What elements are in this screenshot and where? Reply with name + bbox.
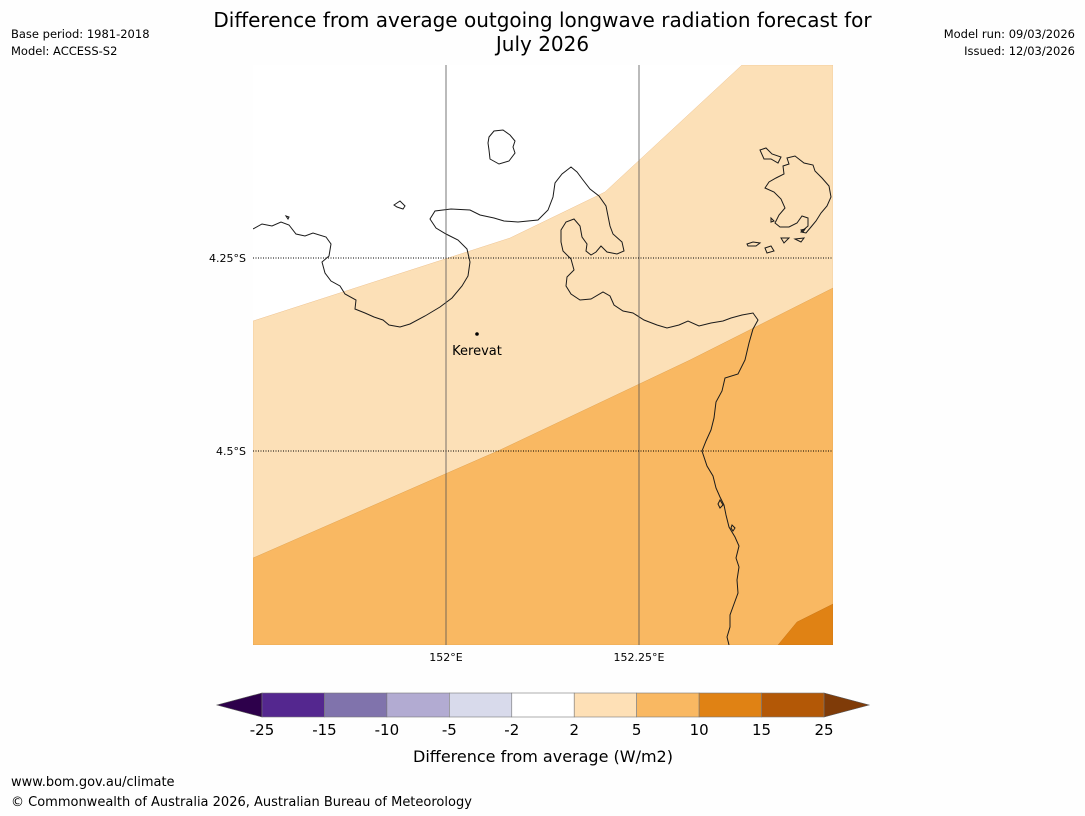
colorbar-tick-label: 10 [690,721,709,739]
lon-label-152: 152°E [429,651,462,664]
footer-copyright: © Commonwealth of Australia 2026, Austra… [11,795,472,810]
chart-title: Difference from average outgoing longwav… [190,8,895,56]
model-info: Base period: 1981-2018 Model: ACCESS-S2 [11,26,150,60]
anomaly-band-10-15 [777,603,833,645]
colorbar-tick-label: -10 [375,721,400,739]
colorbar-under-arrow [215,692,263,718]
run-info: Model run: 09/03/2026 Issued: 12/03/2026 [944,26,1075,60]
colorbar-tick-label: -5 [442,721,457,739]
base-period: Base period: 1981-2018 [11,27,150,41]
colorbar-over-arrow [823,692,871,718]
title-line-1: Difference from average outgoing longwav… [213,8,872,32]
colorbar-title: Difference from average (W/m2) [413,747,673,766]
lon-label-152-25: 152.25°E [614,651,665,664]
colorbar: -25 -15 -10 -5 -2 2 5 10 15 25 [215,692,871,739]
colorbar-tick-label: -15 [312,721,337,739]
colorbar-tick-label: 5 [632,721,642,739]
colorbar-segment [636,692,700,718]
colorbar-segment [386,692,450,718]
map-area: Kerevat [253,65,833,645]
colorbar-segment [324,692,388,718]
colorbar-segment [261,692,325,718]
colorbar-segment [511,692,575,718]
model-run: Model run: 09/03/2026 [943,27,1075,41]
title-line-2: July 2026 [495,32,590,56]
colorbar-segment [573,692,637,718]
city-marker-kerevat [475,332,479,336]
coastline [253,129,832,645]
issued-date: Issued: 12/03/2026 [964,44,1075,58]
colorbar-tick-label: 25 [814,721,833,739]
footer-url[interactable]: www.bom.gov.au/climate [11,775,175,790]
graticule [253,65,833,645]
colorbar-segment [698,692,762,718]
lat-label-4-25: 4.25°S [209,252,246,265]
lat-label-4-5: 4.5°S [216,445,246,458]
colorbar-segment [449,692,513,718]
colorbar-tick-label: 2 [569,721,579,739]
anomaly-band-5-10 [253,287,833,645]
colorbar-tick-label: 15 [752,721,771,739]
model-name: Model: ACCESS-S2 [11,44,118,58]
city-label-kerevat: Kerevat [452,344,502,359]
colorbar-tick-label: -25 [250,721,275,739]
colorbar-tick-label: -2 [504,721,519,739]
colorbar-segment [761,692,825,718]
